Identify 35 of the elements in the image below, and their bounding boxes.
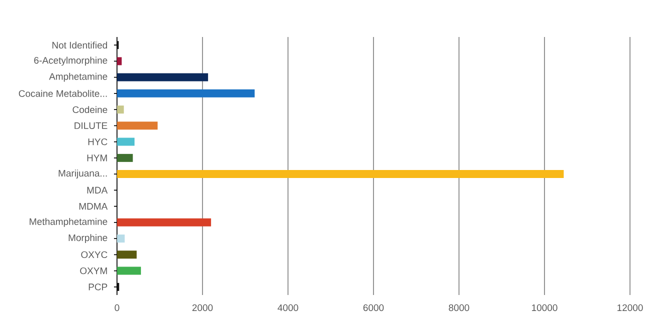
x-tick-label: 0 xyxy=(114,304,120,312)
bar xyxy=(117,234,125,243)
x-tick-label: 10000 xyxy=(532,304,558,312)
x-tick-label: 8000 xyxy=(448,304,470,312)
bar xyxy=(117,170,564,178)
y-tick-label: HYC xyxy=(88,138,108,146)
y-tick-label: 6-Acetylmorphine xyxy=(34,56,108,66)
y-tick-label: MDMA xyxy=(79,203,108,210)
x-tick-label: 2000 xyxy=(192,304,213,312)
bar xyxy=(117,154,133,162)
y-tick-label: OXYM xyxy=(80,267,107,274)
bar xyxy=(117,122,158,130)
y-tick-label: DILUTE xyxy=(74,122,108,129)
bar xyxy=(117,266,141,275)
y-tick-label: Codeine xyxy=(72,106,108,114)
y-tick-label: OXYC xyxy=(81,251,108,258)
x-tick-label: 6000 xyxy=(363,304,384,312)
bar xyxy=(117,89,255,98)
x-tick-label: 12000 xyxy=(618,304,643,312)
y-tick-label: Not Identified xyxy=(52,42,108,49)
y-tick-label: Amphetamine xyxy=(49,72,108,82)
y-tick-label: Methamphetamine xyxy=(30,218,108,227)
y-tick-label: Morphine xyxy=(68,234,108,243)
bar xyxy=(117,57,122,66)
y-tick-label: HYM xyxy=(87,154,107,162)
bar xyxy=(117,218,212,226)
y-tick-label: Cocaine Metabolite... xyxy=(18,90,107,97)
y-tick-label: PCP xyxy=(88,284,108,290)
bar xyxy=(117,106,124,114)
bar xyxy=(117,138,135,146)
bar xyxy=(117,250,137,259)
y-tick-label: MDA xyxy=(87,186,108,194)
x-tick-label: 4000 xyxy=(278,304,298,312)
bar xyxy=(117,73,208,82)
y-tick-label: Marijuana... xyxy=(58,170,107,178)
